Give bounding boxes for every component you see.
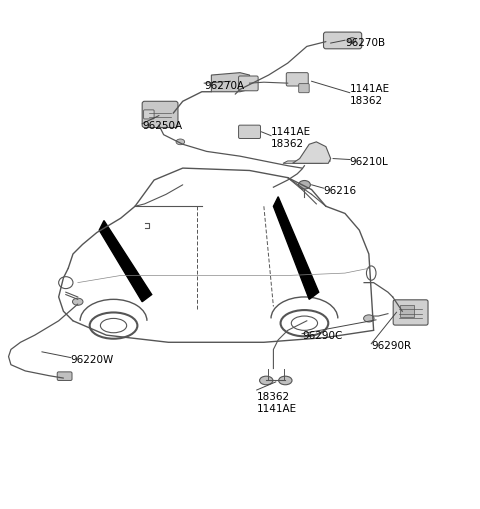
Ellipse shape [364,315,374,322]
Text: 96270B: 96270B [345,38,385,47]
Text: 96270A: 96270A [204,80,244,91]
Polygon shape [274,197,319,300]
Polygon shape [99,221,152,302]
FancyBboxPatch shape [239,126,261,139]
Polygon shape [283,162,331,164]
FancyBboxPatch shape [393,300,428,325]
FancyBboxPatch shape [286,73,308,87]
FancyBboxPatch shape [400,305,414,318]
Text: 1141AE
18362: 1141AE 18362 [271,127,311,149]
Text: 96216: 96216 [324,185,357,195]
Ellipse shape [348,39,356,44]
Text: 1141AE
18362: 1141AE 18362 [350,84,390,106]
FancyBboxPatch shape [299,84,309,94]
Text: 18362
1141AE: 18362 1141AE [257,391,297,413]
Text: 96220W: 96220W [71,354,114,364]
FancyBboxPatch shape [142,102,178,128]
Ellipse shape [279,377,292,385]
Ellipse shape [72,299,83,306]
Text: 96210L: 96210L [350,157,388,166]
FancyBboxPatch shape [57,372,72,381]
FancyBboxPatch shape [144,110,154,120]
Ellipse shape [176,139,185,146]
Text: 96290C: 96290C [302,330,342,341]
Text: 96290R: 96290R [371,340,411,350]
FancyBboxPatch shape [324,33,362,50]
FancyBboxPatch shape [239,77,258,92]
Text: 96250A: 96250A [142,121,182,131]
Polygon shape [292,143,331,164]
Ellipse shape [299,181,311,190]
Ellipse shape [260,377,273,385]
Polygon shape [211,73,250,93]
